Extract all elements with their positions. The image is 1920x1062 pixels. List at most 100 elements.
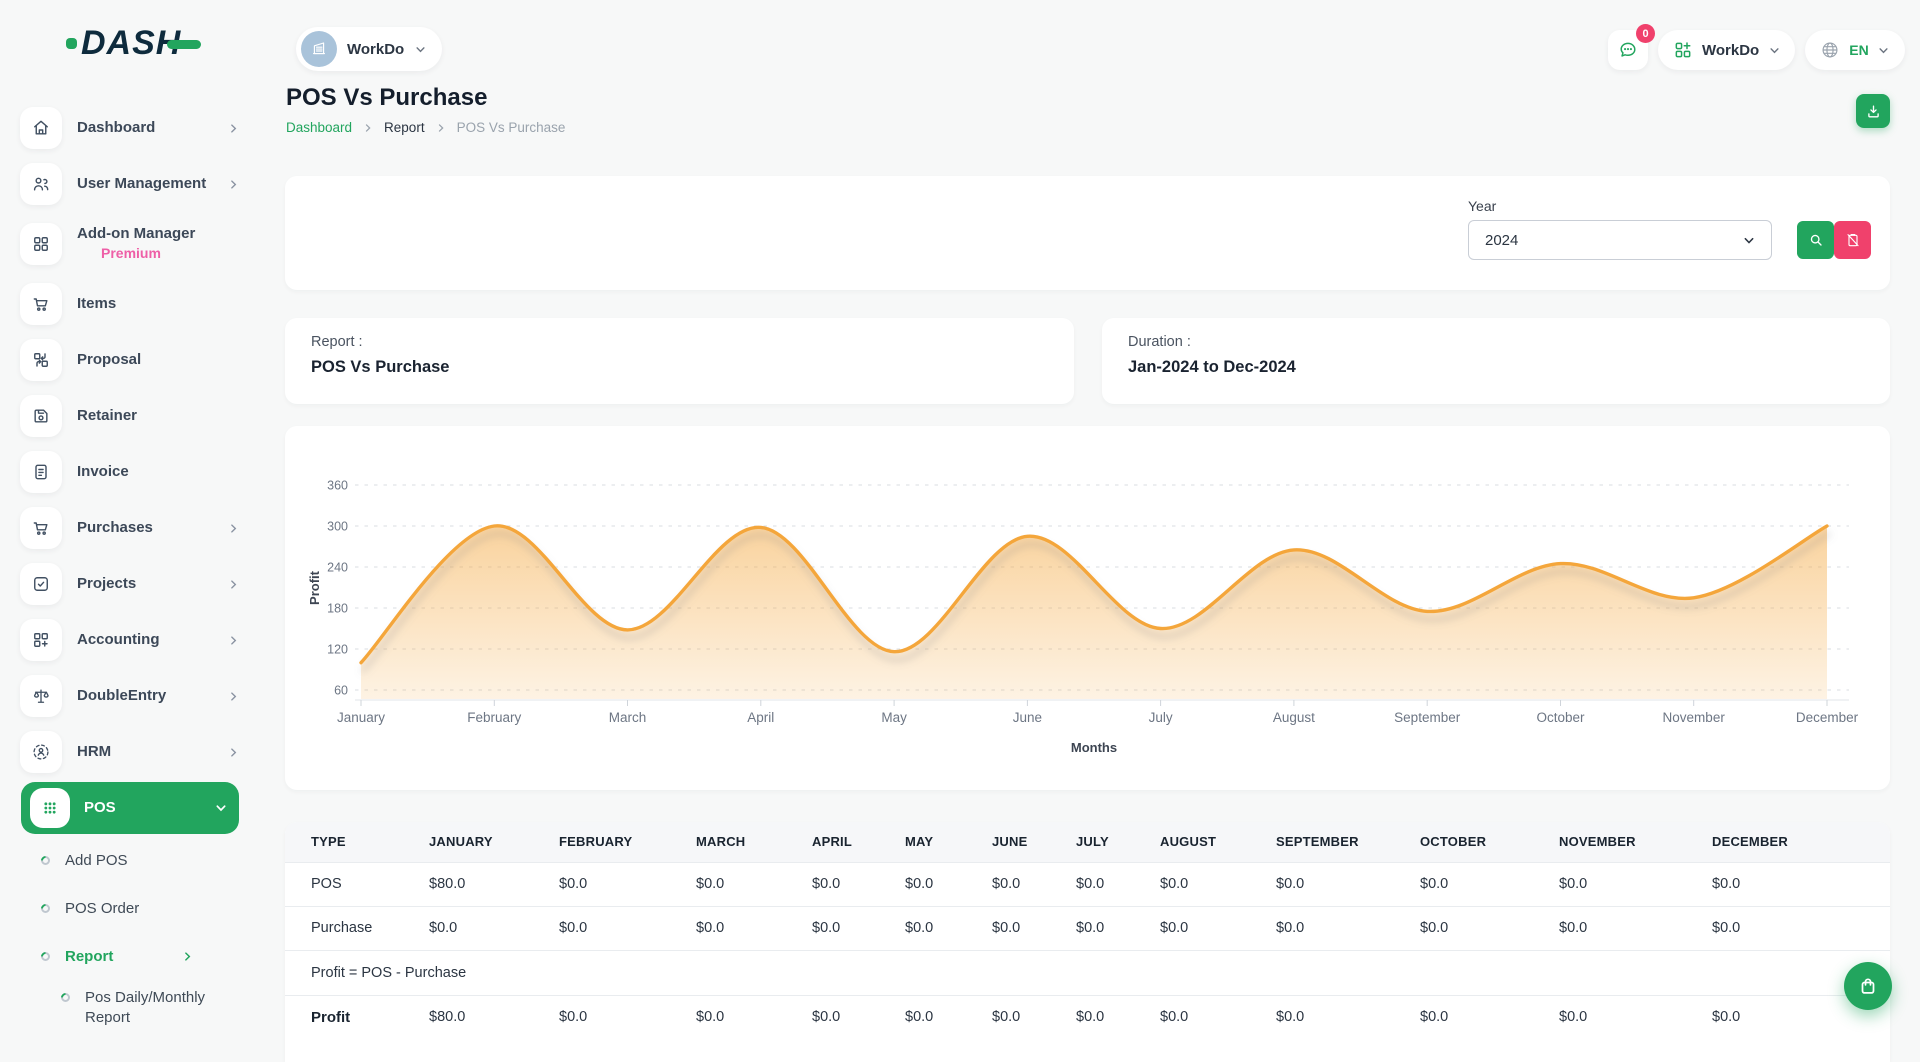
pos-dots-grid-icon: [30, 788, 70, 828]
value-cell: $80.0: [429, 995, 559, 1039]
sidebar-item-purchases[interactable]: Purchases: [20, 500, 239, 556]
value-cell: $0.0: [559, 995, 696, 1039]
chevron-right-icon: [227, 122, 239, 134]
value-cell: $0.0: [1160, 862, 1276, 906]
sidebar-item-projects[interactable]: Projects: [20, 556, 239, 612]
breadcrumb: Dashboard Report POS Vs Purchase: [286, 120, 565, 135]
hrm-person-icon: [20, 731, 62, 773]
messages-count-badge: 0: [1636, 24, 1655, 43]
svg-text:120: 120: [327, 643, 348, 657]
premium-badge: Premium: [77, 245, 161, 261]
sidebar-item-proposal[interactable]: Proposal: [20, 332, 239, 388]
value-cell: $0.0: [992, 906, 1076, 950]
svg-text:180: 180: [327, 602, 348, 616]
chart-card: 60120180240300360JanuaryFebruaryMarchApr…: [285, 426, 1890, 790]
column-header: DECEMBER: [1712, 822, 1890, 862]
value-cell: $0.0: [1712, 862, 1890, 906]
column-header: JULY: [1076, 822, 1160, 862]
accounting-grid-icon: [20, 619, 62, 661]
column-header: FEBRUARY: [559, 822, 696, 862]
value-cell: $0.0: [812, 995, 905, 1039]
value-cell: $0.0: [1076, 862, 1160, 906]
submenu-item-pos-daily-monthly-report[interactable]: Pos Daily/Monthly Report: [61, 980, 271, 1038]
table-row: Profit$80.0$0.0$0.0$0.0$0.0$0.0$0.0$0.0$…: [285, 995, 1890, 1039]
app-logo[interactable]: DASH: [66, 26, 201, 60]
cart-icon: [20, 507, 62, 549]
header-actions: 0 WorkDo EN: [1608, 30, 1905, 70]
sidebar-item-retainer[interactable]: Retainer: [20, 388, 239, 444]
value-cell: $0.0: [1276, 995, 1420, 1039]
bullet-icon: [39, 902, 52, 915]
year-select[interactable]: 2024: [1468, 220, 1772, 260]
chevron-down-icon: [414, 43, 426, 55]
scale-icon: [20, 675, 62, 717]
sidebar-item-invoice[interactable]: Invoice: [20, 444, 239, 500]
logo-text: DASH: [81, 26, 181, 60]
svg-text:240: 240: [327, 561, 348, 575]
submenu-item-pos-order[interactable]: POS Order: [41, 884, 271, 932]
submenu-item-report[interactable]: Report: [41, 932, 271, 980]
duration-value: Jan-2024 to Dec-2024: [1128, 358, 1296, 377]
sidebar-nav: Dashboard User Management Add-on Manager…: [20, 100, 239, 836]
pos-vs-purchase-table: TYPEJANUARYFEBRUARYMARCHAPRILMAYJUNEJULY…: [285, 822, 1890, 1039]
svg-text:Months: Months: [1071, 740, 1117, 755]
messages-button[interactable]: 0: [1608, 30, 1648, 70]
workspace-switcher[interactable]: WorkDo: [296, 27, 442, 71]
bullet-icon: [39, 950, 52, 963]
chevron-right-icon: [181, 950, 193, 962]
chevron-right-icon: [435, 122, 447, 134]
svg-text:October: October: [1536, 710, 1585, 725]
duration-label: Duration :: [1128, 334, 1191, 350]
submenu-item-add-pos[interactable]: Add POS: [41, 836, 271, 884]
reset-button[interactable]: [1834, 221, 1871, 259]
filter-card: Year 2024: [285, 176, 1890, 290]
sidebar-item-items[interactable]: Items: [20, 276, 239, 332]
language-selector[interactable]: EN: [1805, 30, 1904, 70]
sidebar-item-user-management[interactable]: User Management: [20, 156, 239, 212]
year-label: Year: [1468, 198, 1496, 214]
breadcrumb-report-link[interactable]: Report: [384, 120, 425, 135]
column-header: MAY: [905, 822, 992, 862]
value-cell: $0.0: [696, 862, 812, 906]
bullet-icon: [39, 854, 52, 867]
sidebar-item-label: Dashboard: [77, 118, 227, 138]
sidebar-item-accounting[interactable]: Accounting: [20, 612, 239, 668]
sidebar-item-addon-manager[interactable]: Add-on Manager Premium: [20, 212, 239, 276]
download-button[interactable]: [1856, 94, 1890, 128]
row-type-cell: Profit: [285, 995, 429, 1039]
sidebar-item-dashboard[interactable]: Dashboard: [20, 100, 239, 156]
page-title: POS Vs Purchase: [286, 84, 487, 112]
table-row: POS$80.0$0.0$0.0$0.0$0.0$0.0$0.0$0.0$0.0…: [285, 862, 1890, 906]
logo-dot: [66, 38, 77, 49]
value-cell: $0.0: [1559, 862, 1712, 906]
workspace-name: WorkDo: [347, 41, 404, 58]
value-cell: $0.0: [812, 906, 905, 950]
value-cell: $0.0: [1160, 995, 1276, 1039]
breadcrumb-dashboard-link[interactable]: Dashboard: [286, 120, 352, 135]
workspace-avatar-building-icon: [301, 31, 337, 67]
value-cell: $0.0: [1420, 906, 1559, 950]
value-cell: $0.0: [1420, 862, 1559, 906]
value-cell: $0.0: [1559, 995, 1712, 1039]
pos-cart-fab[interactable]: [1844, 962, 1892, 1010]
sidebar-item-hrm[interactable]: HRM: [20, 724, 239, 780]
svg-text:60: 60: [334, 684, 348, 698]
value-cell: $0.0: [812, 862, 905, 906]
apps-menu-button[interactable]: WorkDo: [1658, 30, 1795, 70]
chevron-right-icon: [227, 178, 239, 190]
profit-area-chart: 60120180240300360JanuaryFebruaryMarchApr…: [285, 426, 1890, 771]
sidebar-item-doubleentry[interactable]: DoubleEntry: [20, 668, 239, 724]
check-square-icon: [20, 563, 62, 605]
value-cell: $0.0: [1160, 906, 1276, 950]
column-header: AUGUST: [1160, 822, 1276, 862]
report-summary-card: Report : POS Vs Purchase: [285, 318, 1074, 404]
svg-text:April: April: [747, 710, 774, 725]
pos-submenu: Add POS POS Order Report Pos Daily/Month…: [41, 836, 271, 1038]
sidebar-item-label: DoubleEntry: [77, 686, 227, 706]
chevron-right-icon: [227, 578, 239, 590]
value-cell: $0.0: [696, 906, 812, 950]
svg-text:September: September: [1394, 710, 1461, 725]
sidebar-item-pos[interactable]: POS: [21, 782, 239, 834]
search-button[interactable]: [1797, 221, 1834, 259]
value-cell: $0.0: [559, 906, 696, 950]
